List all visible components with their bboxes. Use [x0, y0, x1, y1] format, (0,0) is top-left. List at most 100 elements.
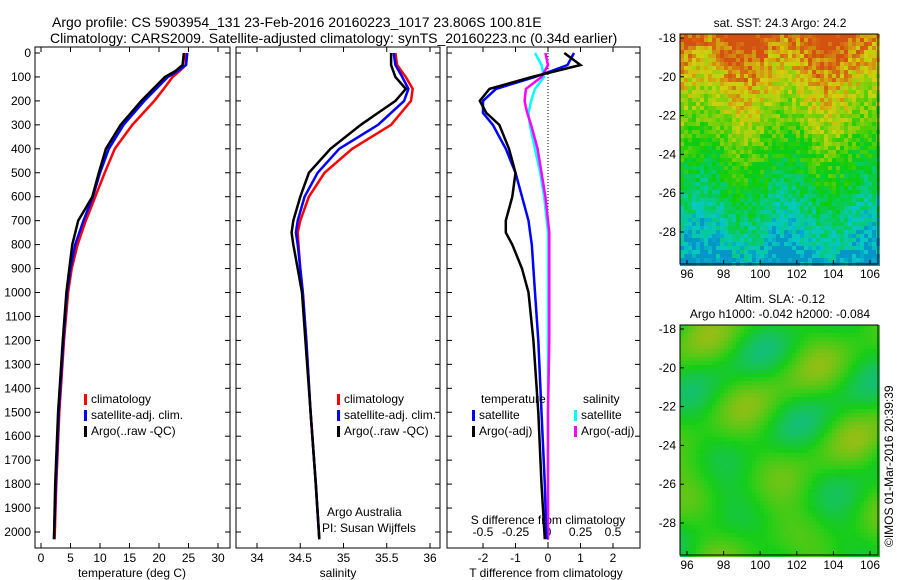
map-cell	[792, 110, 796, 114]
map-cell	[768, 86, 772, 90]
map-cell	[832, 341, 836, 345]
map-cell	[868, 226, 872, 230]
map-cell	[688, 214, 692, 218]
map-cell	[732, 58, 736, 62]
map-cell	[700, 230, 704, 234]
map-cell	[796, 258, 800, 262]
map-cell	[856, 369, 860, 373]
map-cell	[812, 82, 816, 86]
map-cell	[832, 250, 836, 254]
map-cell	[700, 429, 704, 433]
map-cell	[684, 186, 688, 190]
map-cell	[776, 182, 780, 186]
map-cell	[780, 194, 784, 198]
map-cell	[796, 465, 800, 469]
map-cell	[784, 94, 788, 98]
map-cell	[692, 230, 696, 234]
map-cell	[776, 34, 780, 38]
map-cell	[868, 86, 872, 90]
map-cell	[764, 461, 768, 465]
map-cell	[780, 34, 784, 38]
map-cell	[840, 250, 844, 254]
map-cell	[720, 461, 724, 465]
map-cell	[864, 417, 868, 421]
map-cell	[788, 86, 792, 90]
map-cell	[852, 78, 856, 82]
map-cell	[764, 138, 768, 142]
map-cell	[868, 134, 872, 138]
map-cell	[788, 461, 792, 465]
map-cell	[764, 162, 768, 166]
map-cell	[844, 337, 848, 341]
map-cell	[804, 34, 808, 38]
map-cell	[792, 106, 796, 110]
map-cell	[752, 146, 756, 150]
map-cell	[784, 437, 788, 441]
map-cell	[868, 325, 872, 329]
map-cell	[752, 385, 756, 389]
map-cell	[768, 337, 772, 341]
map-cell	[684, 457, 688, 461]
map-cell	[704, 110, 708, 114]
map-cell	[832, 449, 836, 453]
map-cell	[828, 158, 832, 162]
map-cell	[752, 170, 756, 174]
map-cell	[808, 421, 812, 425]
map-cell	[852, 341, 856, 345]
map-cell	[816, 190, 820, 194]
map-cell	[732, 78, 736, 82]
map-cell	[764, 413, 768, 417]
map-cell	[680, 465, 684, 469]
map-cell	[784, 110, 788, 114]
map-cell	[768, 409, 772, 413]
map-cell	[764, 118, 768, 122]
map-cell	[692, 182, 696, 186]
map-cell	[796, 178, 800, 182]
map-cell	[736, 234, 740, 238]
map-cell	[864, 357, 868, 361]
map-cell	[724, 154, 728, 158]
map-cell	[764, 170, 768, 174]
map-cell	[792, 258, 796, 262]
map-cell	[712, 393, 716, 397]
y-tick-label: 300	[11, 118, 31, 132]
map-cell	[784, 186, 788, 190]
temperature-legend-swatch	[84, 410, 87, 421]
map-cell	[728, 90, 732, 94]
map-cell	[864, 102, 868, 106]
map-cell	[684, 353, 688, 357]
map-cell	[788, 42, 792, 46]
map-cell	[688, 118, 692, 122]
map-cell	[868, 58, 872, 62]
map-cell	[720, 361, 724, 365]
map-cell	[716, 341, 720, 345]
map-cell	[692, 341, 696, 345]
map-cell	[796, 174, 800, 178]
map-cell	[748, 349, 752, 353]
map-cell	[844, 453, 848, 457]
map-cell	[704, 417, 708, 421]
map-cell	[728, 138, 732, 142]
map-cell	[824, 258, 828, 262]
map-cell	[812, 66, 816, 70]
map-cell	[844, 421, 848, 425]
map-cell	[728, 86, 732, 90]
map-cell	[744, 445, 748, 449]
map-cell	[756, 198, 760, 202]
map-cell	[752, 357, 756, 361]
map-cell	[868, 130, 872, 134]
map-cell	[844, 118, 848, 122]
map-cell	[780, 441, 784, 445]
map-cell	[792, 46, 796, 50]
map-cell	[824, 82, 828, 86]
map-cell	[796, 186, 800, 190]
map-cell	[732, 110, 736, 114]
map-cell	[824, 413, 828, 417]
map-cell	[736, 389, 740, 393]
map-cell	[808, 250, 812, 254]
map-cell	[816, 142, 820, 146]
t-legend-label: Argo(-adj)	[479, 424, 532, 438]
map-cell	[716, 214, 720, 218]
map-cell	[744, 122, 748, 126]
map-cell	[840, 337, 844, 341]
